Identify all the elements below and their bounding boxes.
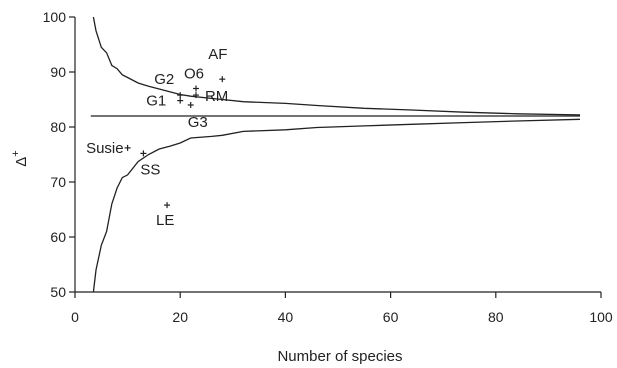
lower-funnel-line xyxy=(92,118,581,293)
data-point-susie: Susie xyxy=(86,140,131,157)
point-label: Susie xyxy=(86,140,124,157)
x-tick-label: 0 xyxy=(71,309,79,325)
data-point-g2: G2 xyxy=(154,71,184,99)
x-tick-label: 40 xyxy=(278,309,294,325)
point-label: AF xyxy=(208,46,227,63)
data-point-le: LE xyxy=(156,202,174,229)
point-label: G1 xyxy=(146,93,166,110)
y-tick-label: 70 xyxy=(50,174,66,190)
x-tick-label: 60 xyxy=(383,309,399,325)
data-point-o6: O6 xyxy=(184,66,204,92)
x-tick-label: 20 xyxy=(172,309,188,325)
data-point-g1: G1 xyxy=(146,93,184,110)
x-tick-label: 100 xyxy=(589,309,613,325)
y-tick-label: 80 xyxy=(50,119,66,135)
data-point-af: AF xyxy=(208,46,227,83)
point-label: RM xyxy=(205,88,228,105)
point-label: G2 xyxy=(154,71,174,88)
y-tick-label: 100 xyxy=(43,9,67,25)
x-tick-label: 80 xyxy=(488,309,504,325)
data-point-ss: SS xyxy=(140,150,160,178)
data-point-g3: G3 xyxy=(187,102,208,131)
point-label: SS xyxy=(140,161,160,178)
upper-funnel-line xyxy=(92,16,581,116)
y-axis-label: Δ+ xyxy=(10,150,30,166)
y-tick-label: 60 xyxy=(50,229,66,245)
y-tick-label: 50 xyxy=(50,284,66,300)
data-point-rm: RM xyxy=(192,88,228,105)
x-axis-label: Number of species xyxy=(277,348,402,365)
tick-group: 0 20 40 60 80 100 50 60 70 80 90 100 xyxy=(43,9,613,325)
y-tick-label: 90 xyxy=(50,64,66,80)
point-label: LE xyxy=(156,212,174,229)
axes xyxy=(74,17,601,293)
point-label: G3 xyxy=(188,114,208,131)
funnel-curves xyxy=(90,16,581,293)
point-label: O6 xyxy=(184,66,204,83)
